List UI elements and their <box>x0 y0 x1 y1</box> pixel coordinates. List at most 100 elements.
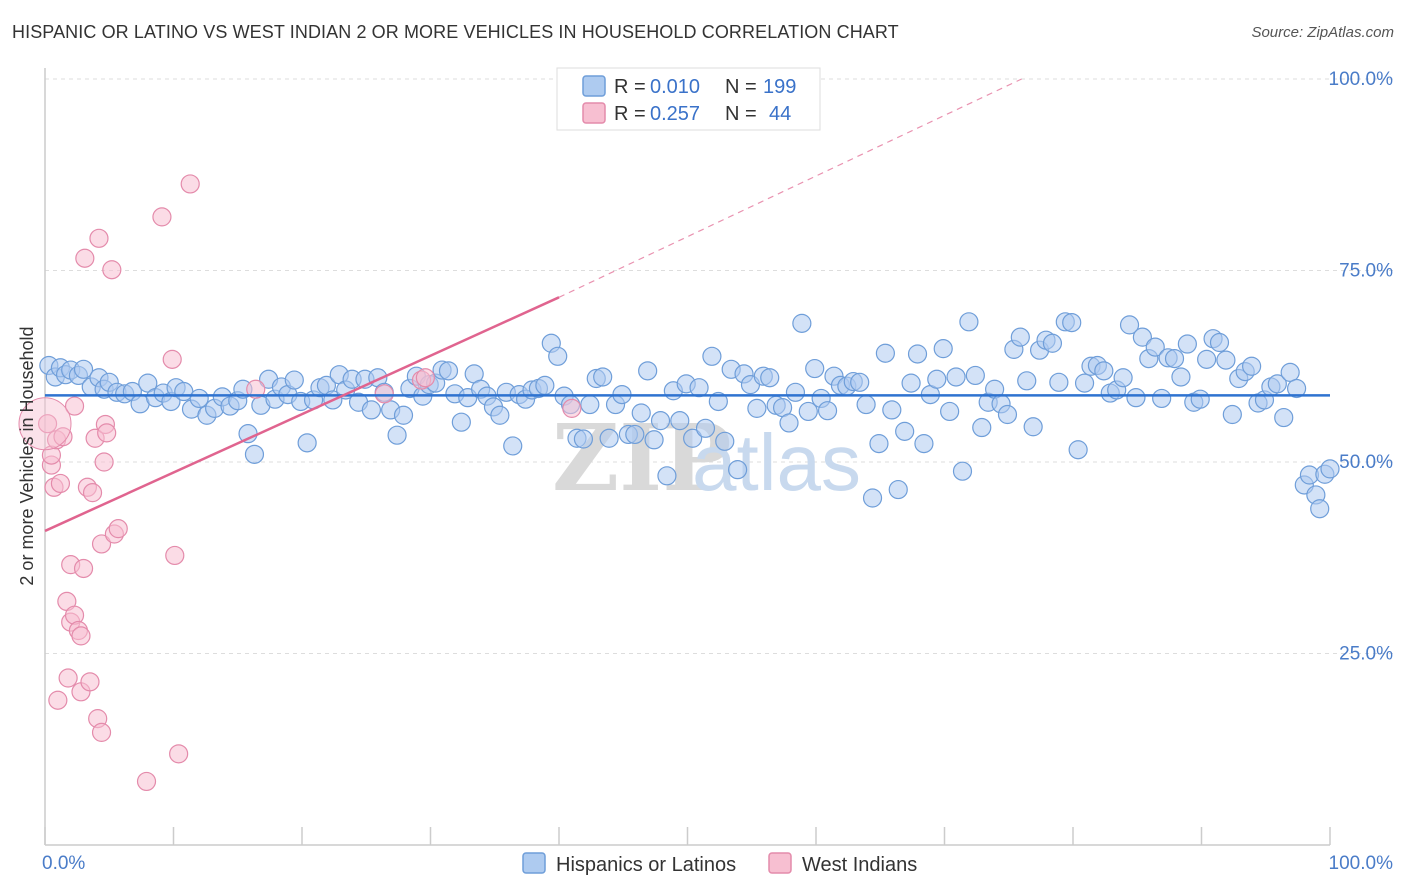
hispanic-point <box>657 466 677 486</box>
west-indian-point <box>136 771 157 792</box>
hispanic-point <box>1042 333 1063 353</box>
hispanic-point <box>1267 374 1287 394</box>
hispanic-point <box>862 488 883 508</box>
hispanic-point <box>965 365 985 386</box>
hispanic-point <box>503 436 523 456</box>
west-indian-point <box>64 396 85 416</box>
hispanic-point <box>785 382 806 402</box>
legend-pink-n-value: 44 <box>769 103 791 125</box>
hispanic-point <box>1310 499 1330 519</box>
hispanic-point <box>972 417 992 438</box>
hispanic-point <box>1177 334 1197 354</box>
hispanic-point <box>946 367 966 387</box>
hispanic-point <box>1074 373 1095 393</box>
bottom-legend-west-indians: West Indians <box>802 854 917 876</box>
hispanic-point <box>882 400 902 420</box>
legend-pink-r-value: 0.257 <box>650 103 700 125</box>
hispanic-point <box>1216 350 1236 370</box>
legend-swatch-blue <box>582 75 606 97</box>
axes-layer: 25.0% 50.0% 75.0% 100.0% <box>44 68 1393 846</box>
west-indian-point <box>180 174 200 194</box>
hispanic-point <box>952 461 973 481</box>
hispanic-point <box>888 479 908 500</box>
west-indian-point <box>246 379 266 399</box>
west-indian-point <box>97 423 117 443</box>
west-indian-point <box>80 672 100 692</box>
hispanic-point <box>535 375 555 395</box>
west-indian-point <box>562 398 582 418</box>
bottom-legend-swatch-pink <box>768 852 792 874</box>
west-indian-trend-line <box>44 296 560 533</box>
hispanic-point <box>593 367 613 387</box>
hispanic-point <box>792 313 812 333</box>
west-indian-point <box>71 626 91 646</box>
legend-blue-n-value: 199 <box>763 76 796 98</box>
y-tick-label: 50.0% <box>1339 452 1393 473</box>
legend-pink-n-label: N = <box>725 103 757 125</box>
west-indian-point <box>82 483 103 503</box>
legend-blue-r-value: 0.010 <box>650 76 700 98</box>
west-indian-point <box>152 207 172 227</box>
west-indian-point <box>374 384 394 404</box>
hispanic-point <box>927 369 947 389</box>
hispanic-point <box>869 434 889 454</box>
hispanic-point <box>361 400 381 420</box>
hispanic-point <box>817 401 838 421</box>
hispanic-point <box>644 430 664 450</box>
hispanic-point <box>1113 368 1133 388</box>
west-indian-point <box>415 368 435 388</box>
hispanic-point <box>1023 417 1043 437</box>
west-indian-point-large <box>18 397 72 451</box>
west-indian-point <box>108 519 128 539</box>
hispanic-point <box>940 401 960 422</box>
hispanic-point <box>490 405 510 425</box>
hispanic-point <box>244 444 265 464</box>
hispanic-point <box>798 401 818 422</box>
hispanic-point <box>747 398 767 418</box>
hispanic-point <box>1068 440 1088 460</box>
watermark-atlas: atlas <box>692 418 861 507</box>
west-indian-point <box>91 722 112 742</box>
hispanic-point <box>914 434 934 454</box>
y-tick-label: 25.0% <box>1339 644 1393 665</box>
hispanic-point <box>73 359 94 379</box>
hispanic-point <box>760 368 780 388</box>
bottom-legend-swatch-blue <box>522 852 546 874</box>
y-axis-label: 2 or more Vehicles in Household <box>17 326 37 585</box>
hispanic-point <box>631 403 651 423</box>
trend-layer <box>44 78 1330 533</box>
hispanic-point <box>805 358 825 379</box>
hispanic-point <box>695 418 716 438</box>
hispanic-point <box>451 412 471 432</box>
west-indian-point <box>73 558 94 579</box>
chart-source: Source: ZipAtlas.com <box>1251 24 1394 41</box>
hispanic-point <box>1190 389 1210 409</box>
hispanic-point <box>907 344 928 364</box>
y-tick-label: 75.0% <box>1339 261 1393 282</box>
hispanic-point <box>387 425 407 445</box>
hispanic-point <box>650 411 671 431</box>
hispanic-point <box>779 413 799 433</box>
hispanic-point <box>1197 349 1217 369</box>
hispanic-point <box>1017 371 1037 391</box>
hispanic-point <box>599 428 619 448</box>
west-indian-point <box>75 248 95 268</box>
hispanic-point <box>1132 327 1152 347</box>
top-legend: R = 0.010 N = 199 R = 0.257 N = 44 <box>556 67 821 131</box>
hispanic-point <box>997 404 1018 425</box>
west-indian-point <box>102 260 122 280</box>
hispanic-point <box>901 373 921 393</box>
hispanic-point <box>1049 372 1069 392</box>
hispanic-point <box>1274 407 1294 428</box>
hispanic-point <box>1286 378 1307 399</box>
hispanic-point <box>1010 327 1030 347</box>
hispanic-point <box>689 378 709 398</box>
legend-blue-r-label: R = <box>614 76 646 98</box>
west-indian-point <box>94 452 114 472</box>
west-indian-point <box>89 228 109 248</box>
west-indian-trend-extension <box>558 78 1022 298</box>
hispanic-point <box>728 460 748 480</box>
west-indian-point <box>162 349 182 369</box>
x-tick-label-min: 0.0% <box>42 853 85 874</box>
